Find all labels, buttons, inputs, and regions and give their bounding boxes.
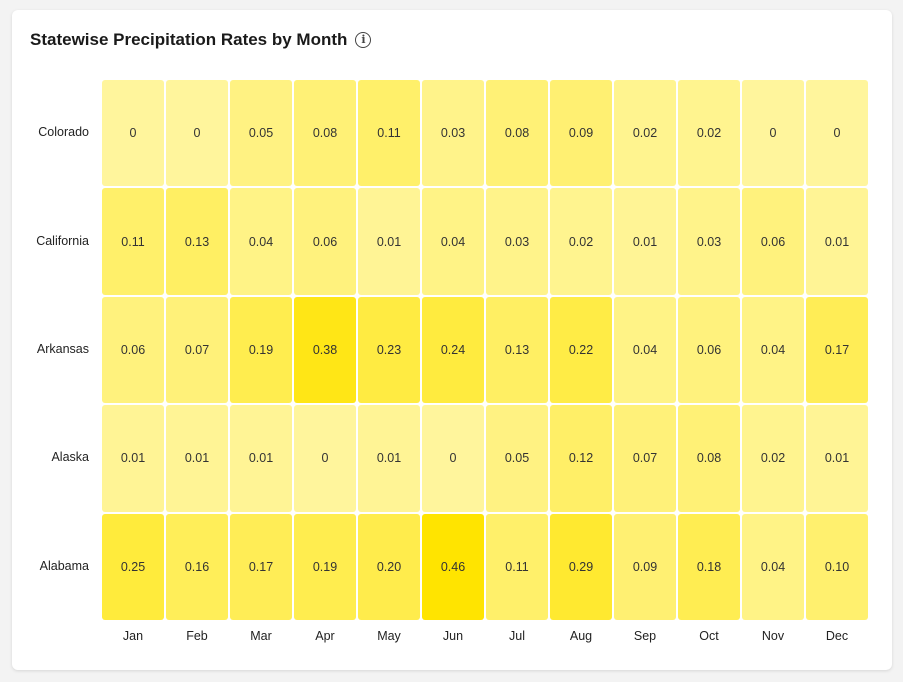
heatmap-cell[interactable]: 0.16 [166, 513, 228, 620]
heatmap-cell[interactable]: 0.01 [358, 188, 420, 295]
column-label: Aug [569, 629, 593, 643]
heatmap-cell[interactable]: 0.38 [294, 296, 356, 404]
heatmap-cell[interactable]: 0.13 [166, 188, 228, 295]
column-label: Jan [122, 629, 144, 643]
heatmap-cell[interactable]: 0.02 [678, 80, 740, 187]
heatmap-cell[interactable]: 0 [806, 80, 868, 187]
heatmap-cell[interactable]: 0.13 [486, 296, 548, 404]
heatmap-cell[interactable]: 0.46 [422, 513, 484, 620]
heatmap-cell[interactable]: 0.06 [742, 188, 804, 295]
heatmap-cell[interactable]: 0.04 [422, 188, 484, 295]
heatmap-cell[interactable]: 0.17 [806, 296, 868, 404]
heatmap-cell[interactable]: 0.07 [614, 405, 676, 512]
heatmap-cell[interactable]: 0.07 [166, 296, 228, 404]
column-label: Dec [825, 629, 849, 643]
heatmap-cell[interactable]: 0.02 [742, 405, 804, 512]
heatmap-cell[interactable]: 0.03 [422, 80, 484, 187]
chart-title-row: Statewise Precipitation Rates by Month i [30, 30, 372, 50]
row-label: Colorado [38, 125, 89, 140]
heatmap-cell[interactable]: 0.29 [550, 513, 612, 620]
heatmap-cell[interactable]: 0.04 [230, 188, 292, 295]
heatmap-cell[interactable]: 0.09 [550, 80, 612, 187]
heatmap-cell[interactable]: 0.02 [614, 80, 676, 187]
heatmap-cell[interactable]: 0.03 [678, 188, 740, 295]
heatmap-cell[interactable]: 0.17 [230, 513, 292, 620]
row-label: California [36, 233, 89, 248]
column-label: Sep [633, 629, 657, 643]
heatmap-cell[interactable]: 0.01 [230, 405, 292, 512]
heatmap-cell[interactable]: 0.01 [102, 405, 164, 512]
heatmap-cell[interactable]: 0.25 [102, 513, 164, 620]
column-label: May [377, 629, 401, 643]
heatmap-cell[interactable]: 0 [102, 80, 164, 187]
heatmap-cell[interactable]: 0.11 [358, 80, 420, 187]
heatmap-cell[interactable]: 0.01 [806, 405, 868, 512]
heatmap-cell[interactable]: 0.06 [294, 188, 356, 295]
heatmap-cell[interactable]: 0.01 [806, 188, 868, 295]
heatmap-cell[interactable]: 0.01 [358, 405, 420, 512]
heatmap-cell[interactable]: 0.06 [678, 296, 740, 404]
row-label: Alabama [39, 558, 89, 573]
heatmap-cell[interactable]: 0 [166, 80, 228, 187]
heatmap-cell[interactable]: 0.10 [806, 513, 868, 620]
heatmap-cell[interactable]: 0.22 [550, 296, 612, 404]
heatmap-cell[interactable]: 0 [742, 80, 804, 187]
heatmap-cell[interactable]: 0.08 [294, 80, 356, 187]
column-label: Mar [250, 629, 272, 643]
heatmap-cell[interactable]: 0.04 [742, 296, 804, 404]
heatmap-cell[interactable]: 0.05 [486, 405, 548, 512]
row-label: Alaska [51, 450, 89, 465]
heatmap-cell[interactable]: 0.18 [678, 513, 740, 620]
heatmap-cell[interactable]: 0.23 [358, 296, 420, 404]
column-label: Feb [186, 629, 208, 643]
column-label: Jun [442, 629, 464, 643]
heatmap-cell[interactable]: 0.19 [230, 296, 292, 404]
column-label: Nov [761, 629, 785, 643]
heatmap-cell[interactable]: 0.06 [102, 296, 164, 404]
heatmap-cell[interactable]: 0.01 [614, 188, 676, 295]
heatmap-cell[interactable]: 0.04 [614, 296, 676, 404]
heatmap-cell[interactable]: 0.02 [550, 188, 612, 295]
heatmap-cell[interactable]: 0.24 [422, 296, 484, 404]
heatmap-cell[interactable]: 0.01 [166, 405, 228, 512]
column-label: Oct [699, 629, 719, 643]
heatmap-cell[interactable]: 0.20 [358, 513, 420, 620]
heatmap-cell[interactable]: 0 [294, 405, 356, 512]
heatmap-cell[interactable]: 0.19 [294, 513, 356, 620]
column-label: Jul [509, 629, 525, 643]
chart-title: Statewise Precipitation Rates by Month [30, 30, 348, 49]
heatmap-cell[interactable]: 0.11 [102, 188, 164, 295]
heatmap-cell[interactable]: 0.09 [614, 513, 676, 620]
heatmap-cell[interactable]: 0 [422, 405, 484, 512]
heatmap-cell[interactable]: 0.08 [678, 405, 740, 512]
heatmap-cell[interactable]: 0.03 [486, 188, 548, 295]
heatmap-cell[interactable]: 0.11 [486, 513, 548, 620]
heatmap-cell[interactable]: 0.05 [230, 80, 292, 187]
row-label: Arkansas [36, 342, 89, 356]
info-icon[interactable]: i [355, 32, 372, 48]
heatmap-cell[interactable]: 0.12 [550, 405, 612, 512]
heatmap-cell[interactable]: 0.04 [742, 513, 804, 620]
heatmap-cell[interactable]: 0.08 [486, 80, 548, 187]
column-label: Apr [315, 629, 335, 643]
